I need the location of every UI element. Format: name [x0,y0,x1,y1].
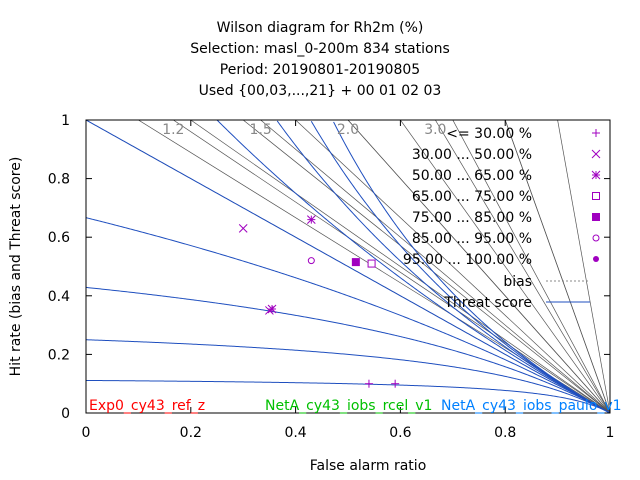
data-point-3-0 [367,259,376,268]
bias-line-2 [452,120,610,413]
data-point-5-0 [307,257,315,265]
bias-line-12 [347,120,610,413]
x-tick-label-0: 0 [82,425,91,441]
threat-curve-3 [86,217,610,413]
x-tick-label-5: 1 [606,425,615,441]
bias-label-3: 3.0 [424,122,446,138]
legend-label-6: 95.00 ... 100.00 % [403,252,532,268]
experiment-label-1: NetA_cy43_iobs_rcel_v1 [265,398,433,414]
data-point-1-0 [238,224,248,233]
legend-label-5: 85.00 ... 95.00 % [412,231,532,247]
legend-marker-2 [591,170,601,180]
data-point-2-1-d2 [267,304,277,314]
bias-line-13 [435,120,610,413]
bias-line-7 [190,120,610,413]
y-axis-label: Hit rate (bias and Threat score) [8,157,24,377]
legend-marker-6-shape [593,256,599,262]
threat-curve-4 [86,120,610,413]
y-tick-label-1: 0.2 [48,347,70,363]
data-point-0-1 [391,379,400,388]
plot-area [86,120,610,413]
x-tick-label-3: 0.6 [389,425,411,441]
bias-line-14 [504,120,610,413]
legend-marker-6 [593,256,599,262]
data-point-0-0 [364,379,373,388]
plot-frame [85,119,611,414]
legend-marker-1-d2 [591,149,601,159]
bias-line-5 [295,120,610,413]
legend-label-0: <= 30.00 % [446,126,532,142]
title-line-1: Wilson diagram for Rh2m (%) [216,20,424,36]
bias-line-4 [347,120,610,413]
bias-line-11 [260,120,610,413]
data-point-2-1 [267,304,277,314]
bias-line-3 [399,120,610,413]
y-tick-label-4: 0.8 [48,172,70,188]
legend-marker-4 [592,213,600,221]
threat-curve-0 [86,379,610,413]
legend-label-1: 30.00 ... 50.00 % [412,147,532,163]
data-point-1-0-d2 [238,224,248,233]
legend-marker-2-d2 [591,170,601,180]
y-tick-label-0: 0 [61,406,70,422]
legend-label-3: 65.00 ... 75.00 % [412,189,532,205]
legend-marker-0 [592,129,600,137]
y-tick-label-5: 1 [61,113,70,129]
data-point-5-0-shape [307,257,315,265]
legend-marker-4-shape [592,213,600,221]
bias-line-1 [504,120,610,413]
legend-label-8: Threat score [443,295,532,311]
experiment-label-0: Exp0_cy43_ref_z [89,398,206,414]
legend-label-2: 50.00 ... 65.00 % [412,168,532,184]
data-point-2-0 [306,215,316,224]
legend-marker-1 [591,149,601,159]
legend-marker-5 [592,234,600,242]
data-point-4-0-shape [351,258,360,267]
bias-line-10 [173,120,610,413]
bias-line-6 [242,120,610,413]
data-point-3-0-shape [367,259,376,268]
title-line-2: Selection: masl_0-200m 834 stations [190,41,450,57]
bias-label-1: 1.5 [250,122,272,138]
bias-line-0 [557,120,610,413]
legend-marker-3-shape [592,192,600,200]
y-tick-label-2: 0.4 [48,289,70,305]
threat-curve-2 [86,286,610,413]
legend-marker-5-shape [592,234,600,242]
threat-curve-1 [86,339,610,413]
data-point-4-0 [351,258,360,267]
experiment-label-2: NetA_cy43_iobs_paulo_v1 [441,398,622,414]
threat-curve-5 [216,120,610,413]
title-line-3: Period: 20190801-20190805 [219,62,421,78]
title-line-4: Used {00,03,...,21} + 00 01 02 03 [198,83,442,99]
legend-label-4: 75.00 ... 85.00 % [412,210,532,226]
bias-label-2: 2.0 [337,122,359,138]
bias-label-0: 1.2 [162,122,184,138]
legend-marker-3 [592,192,600,200]
x-tick-label-1: 0.2 [180,425,202,441]
data-point-2-0-d2 [306,215,316,224]
legend-label-7: bias [503,274,532,290]
x-tick-label-2: 0.4 [284,425,306,441]
x-axis-label: False alarm ratio [310,458,427,474]
legend: <= 30.00 % 30.00 ... 50.00 % 50.00 ... 65.… [403,126,601,311]
threat-curve-8 [333,121,610,413]
y-tick-label-3: 0.6 [48,230,70,246]
x-tick-label-4: 0.8 [494,425,516,441]
threat-curve-6 [276,120,610,413]
